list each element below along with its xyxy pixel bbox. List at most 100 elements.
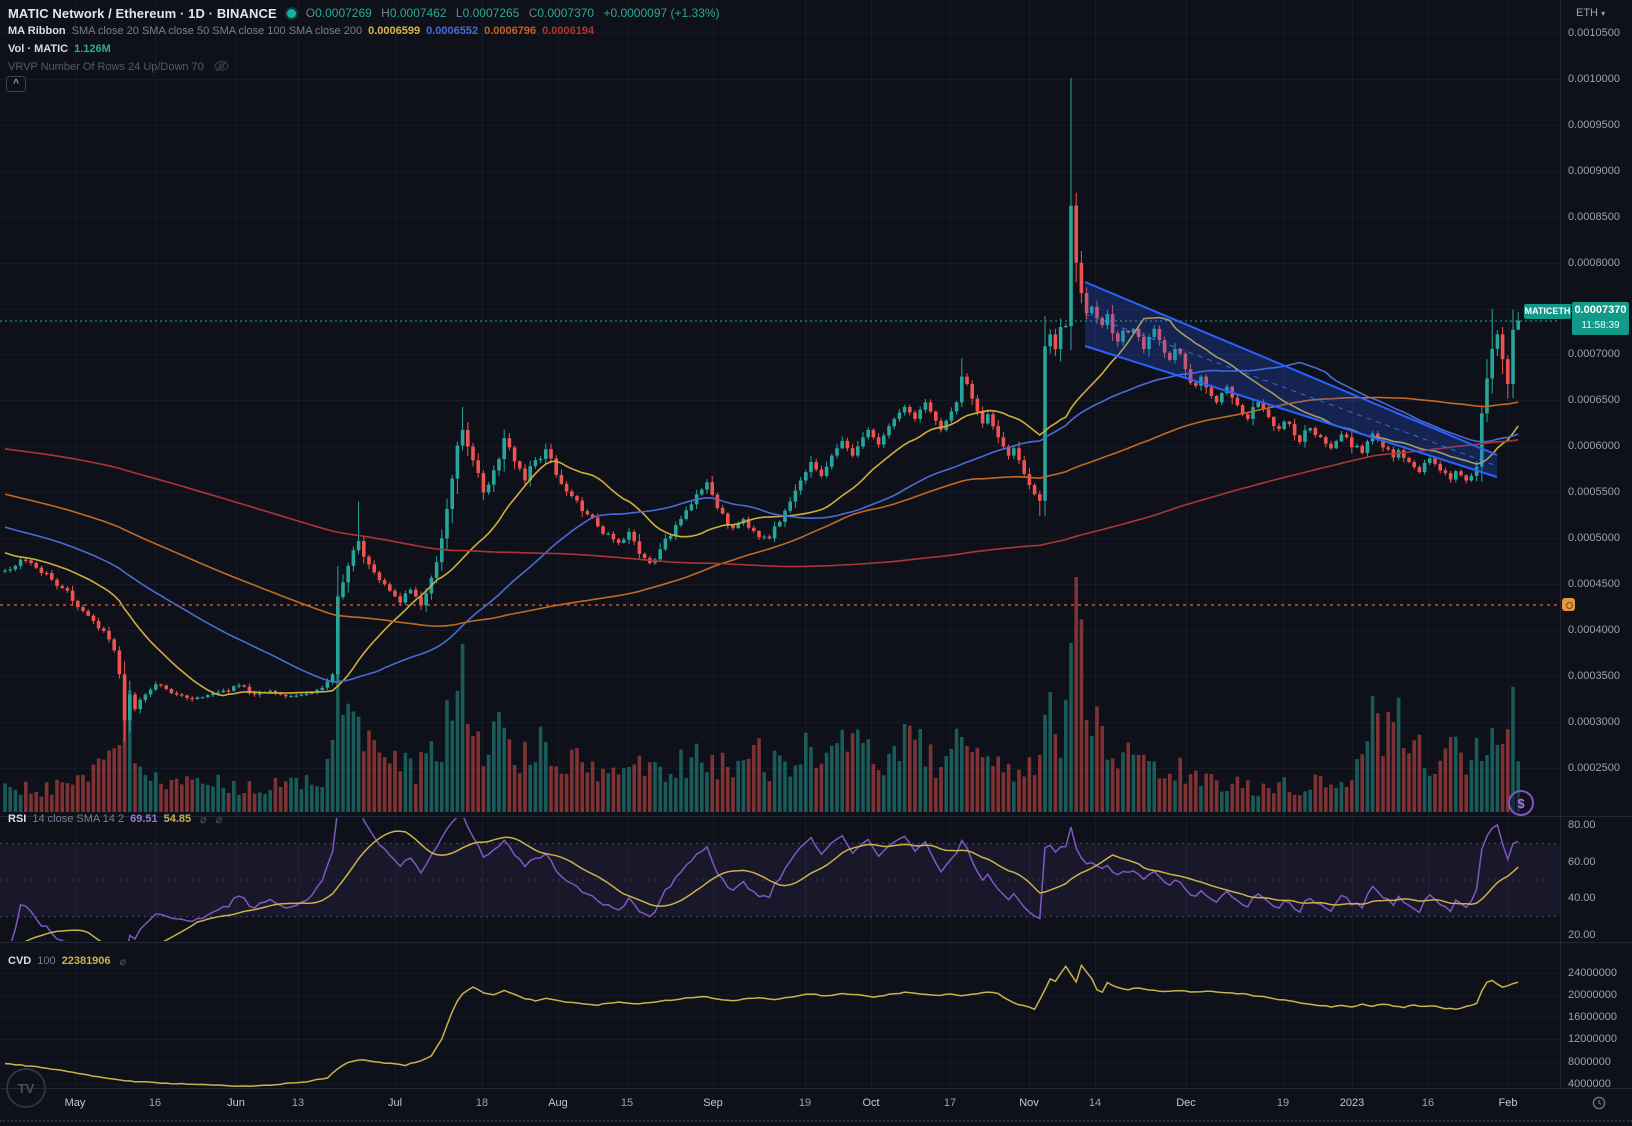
low-label: L [455, 6, 463, 20]
high-value: 0.0007462 [389, 6, 447, 20]
sma200-value: 0.0006194 [542, 25, 595, 37]
sma200-line [4, 439, 1519, 568]
ma-ribbon-title: MA Ribbon [8, 25, 66, 37]
volume-legend-row[interactable]: Vol · MATIC 1.126M [8, 40, 726, 58]
price-axis-label: 0.0006000 [1568, 440, 1620, 452]
time-axis-label: 18 [475, 1097, 489, 1109]
cvd-params: 100 [37, 955, 56, 967]
price-axis-label: 0.0004500 [1568, 578, 1620, 590]
symbol-title[interactable]: MATIC Network / Ethereum · 1D · BINANCE [8, 5, 277, 21]
tradingview-logo-icon[interactable]: TV [6, 1068, 46, 1108]
cvd-axis-label: 20000000 [1568, 989, 1617, 1001]
time-axis-label: 16 [148, 1097, 162, 1109]
alert-marker-icon[interactable] [1562, 598, 1575, 611]
price-axis-label: 0.0003500 [1568, 670, 1620, 682]
close-label: C [528, 6, 538, 20]
ma-ribbon-params: SMA close 20 SMA close 50 SMA close 100 … [71, 25, 363, 37]
channel-top-line [1084, 281, 1498, 456]
vrvp-legend-row[interactable]: VRVP Number Of Rows 24 Up/Down 70 [8, 58, 726, 76]
legend-collapse-button[interactable]: ^ [6, 76, 26, 92]
time-axis-label: 2023 [1339, 1097, 1365, 1109]
channel-bottom-line [1084, 345, 1498, 478]
change-value: +0.0000097 (+1.33%) [603, 6, 720, 20]
rsi-params: 14 close SMA 14 2 [32, 813, 125, 825]
bottom-separator [0, 1120, 1632, 1122]
open-label: O [305, 6, 316, 20]
volume-value: 1.126M [74, 43, 111, 55]
price-axis-label: 0.0003000 [1568, 716, 1620, 728]
bar-countdown: 11:58:39 [1581, 320, 1620, 331]
dollar-badge-icon[interactable]: $ [1508, 790, 1534, 816]
sma20-line [4, 316, 1519, 697]
rsi-axis-label: 60.00 [1568, 856, 1596, 868]
rsi-value: 69.51 [130, 813, 158, 825]
time-axis-label: 16 [1421, 1097, 1435, 1109]
gridlines [0, 0, 1560, 1088]
time-axis-label: Jun [227, 1097, 245, 1109]
close-value: 0.0007370 [537, 6, 595, 20]
cvd-eye-icon[interactable]: ⌀ [119, 955, 127, 968]
time-axis-label: Nov [1019, 1097, 1039, 1109]
sma100-value: 0.0006796 [484, 25, 537, 37]
chevron-down-icon: ▾ [1601, 9, 1606, 18]
rsi-menu-icon[interactable]: ⌀ [215, 813, 223, 826]
price-axis-label: 0.0009000 [1568, 165, 1620, 177]
high-label: H [381, 6, 390, 20]
symbol-legend-row[interactable]: MATIC Network / Ethereum · 1D · BINANCE … [8, 4, 726, 22]
cvd-value: 22381906 [61, 955, 111, 967]
cvd-legend-row[interactable]: CVD 100 22381906 ⌀ [8, 952, 126, 970]
ohlc-values: O0.0007269 H0.0007462 L0.0007265 C0.0007… [306, 6, 726, 20]
sma50-line [4, 361, 1519, 683]
current-price-value: 0.0007370 [1574, 304, 1627, 316]
vrvp-title: VRVP Number Of Rows 24 Up/Down 70 [8, 61, 204, 73]
rsi-legend-row[interactable]: RSI 14 close SMA 14 2 69.51 54.85 ⌀ ⌀ [8, 810, 222, 828]
cvd-axis-label: 12000000 [1568, 1033, 1617, 1045]
rsi-axis-label: 80.00 [1568, 819, 1596, 831]
price-axis-label: 0.0002500 [1568, 762, 1620, 774]
current-price-badge[interactable]: 0.0007370 11:58:39 [1572, 302, 1629, 335]
sma20-value: 0.0006599 [368, 25, 421, 37]
eye-off-icon[interactable] [213, 60, 229, 75]
time-axis-label: 19 [1276, 1097, 1290, 1109]
sma50-value: 0.0006552 [426, 25, 479, 37]
time-axis-label: 17 [943, 1097, 957, 1109]
price-axis-label: 0.0008500 [1568, 211, 1620, 223]
low-value: 0.0007265 [462, 6, 520, 20]
rsi-axis-label: 20.00 [1568, 929, 1596, 941]
open-value: 0.0007269 [315, 6, 372, 20]
price-axis-label: 0.0004000 [1568, 624, 1620, 636]
time-axis-label: Dec [1176, 1097, 1196, 1109]
cvd-title: CVD [8, 955, 32, 967]
cvd-axis-label: 4000000 [1568, 1078, 1611, 1090]
volume-title: Vol · MATIC [8, 43, 69, 55]
market-status-icon [286, 8, 296, 18]
rsi-line [10, 818, 1519, 941]
time-axis-label: 19 [798, 1097, 812, 1109]
price-unit-selector[interactable]: ETH ▾ [1576, 7, 1605, 19]
sma100-line [4, 396, 1519, 628]
rsi-title: RSI [8, 813, 27, 825]
price-axis-label: 0.0008000 [1568, 257, 1620, 269]
channel-mid-line [1084, 313, 1498, 467]
price-unit-label: ETH [1576, 7, 1598, 19]
price-line-symbol-tag: MATICETH [1524, 304, 1571, 319]
price-axis-label: 0.0006500 [1568, 394, 1620, 406]
time-axis-label: Sep [703, 1097, 723, 1109]
time-axis-label: Aug [548, 1097, 568, 1109]
rsi-axis-label: 40.00 [1568, 892, 1596, 904]
price-axis-label: 0.0007000 [1568, 348, 1620, 360]
rsi-eye-icon[interactable]: ⌀ [200, 813, 207, 826]
candles [3, 78, 1520, 742]
clock-icon[interactable] [1592, 1096, 1606, 1110]
time-axis-label: May [64, 1097, 86, 1109]
price-axis-label: 0.0010000 [1568, 73, 1620, 85]
ma-ribbon-legend-row[interactable]: MA Ribbon SMA close 20 SMA close 50 SMA … [8, 22, 726, 40]
rsi-ma-line [24, 830, 1519, 941]
time-axis-label: 14 [1088, 1097, 1102, 1109]
time-axis-label: 15 [620, 1097, 634, 1109]
volume-bars [3, 577, 1520, 812]
cvd-axis-label: 16000000 [1568, 1011, 1617, 1023]
rsi-band [0, 843, 1560, 917]
